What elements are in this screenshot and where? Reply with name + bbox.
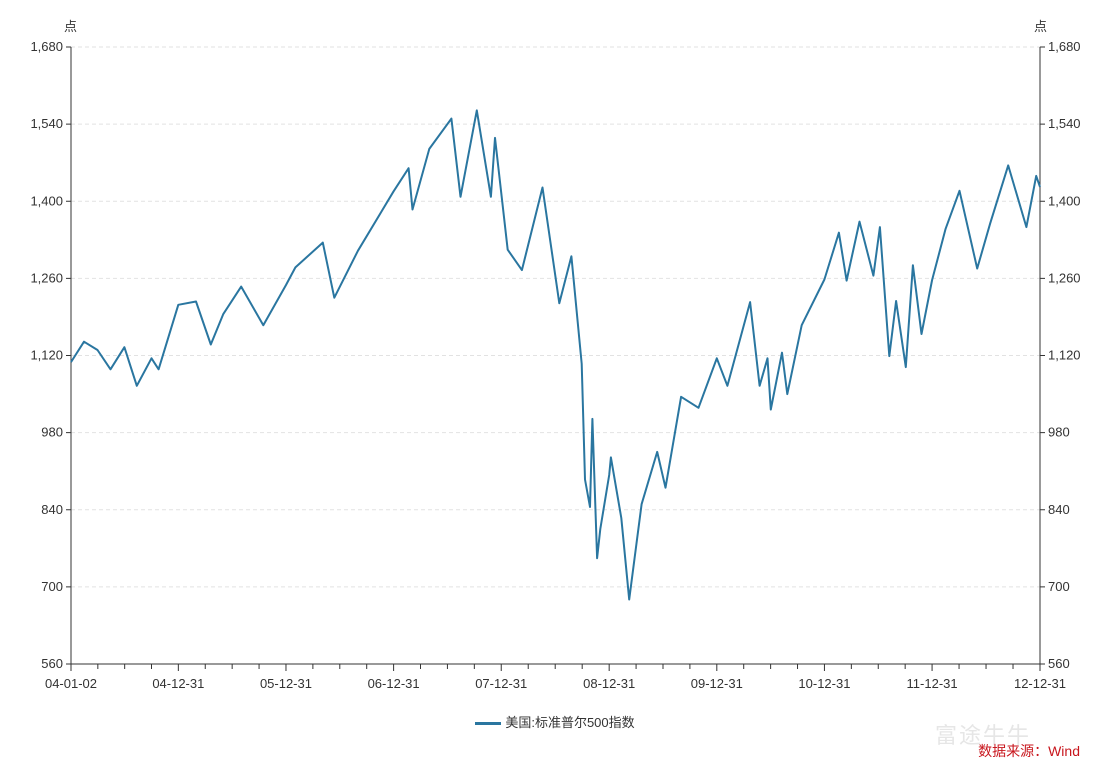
left-axis-unit: 点 (64, 19, 78, 34)
legend-line-swatch (475, 722, 502, 726)
y-tick-label-left: 1,400 (30, 193, 63, 208)
x-tick-label: 11-12-31 (907, 676, 958, 691)
x-tick-label: 04-01-02 (45, 676, 97, 691)
y-tick-label-right: 1,260 (1048, 270, 1081, 285)
y-tick-label-right: 1,540 (1048, 116, 1081, 131)
watermark: 富途牛牛 (935, 718, 1031, 750)
y-tick-label-left: 700 (41, 579, 63, 594)
y-tick-label-right: 840 (1048, 502, 1070, 517)
x-tick-label: 09-12-31 (691, 676, 743, 691)
chart-legend[interactable]: 美国:标准普尔500指数 (0, 712, 1110, 731)
y-tick-label-left: 840 (41, 502, 63, 517)
x-tick-label: 07-12-31 (475, 676, 527, 691)
y-tick-label-right: 980 (1048, 425, 1070, 440)
x-tick-label: 12-12-31 (1014, 676, 1066, 691)
series-line (70, 109, 1041, 601)
price-chart: 560 560 700 700 840 840 980 980 1,120 1,120 1,260 1… (30, 39, 1081, 691)
watermark-text: 富途牛牛 (935, 723, 1032, 748)
data-source: 数据来源：Wind (978, 743, 1080, 759)
right-axis-unit: 点 (1034, 19, 1048, 34)
y-tick-label-right: 1,120 (1048, 348, 1081, 363)
y-tick-label-right: 700 (1048, 579, 1070, 594)
x-tick-label: 10-12-31 (798, 676, 850, 691)
y-tick-label-left: 1,680 (30, 39, 63, 54)
y-tick-label-right: 1,680 (1048, 39, 1081, 54)
x-tick-label: 08-12-31 (583, 676, 635, 691)
y-tick-label-left: 560 (41, 656, 63, 671)
legend-label: 美国:标准普尔500指数 (505, 715, 635, 730)
y-tick-label-right: 1,400 (1048, 193, 1081, 208)
x-tick-label: 04-12-31 (152, 676, 204, 691)
y-tick-label-left: 1,540 (30, 116, 63, 131)
y-tick-label-right: 560 (1048, 656, 1070, 671)
x-tick-label: 06-12-31 (368, 676, 420, 691)
y-tick-label-left: 980 (41, 425, 63, 440)
y-tick-label-left: 1,120 (30, 348, 63, 363)
x-tick-label: 05-12-31 (260, 676, 312, 691)
y-tick-label-left: 1,260 (30, 270, 63, 285)
